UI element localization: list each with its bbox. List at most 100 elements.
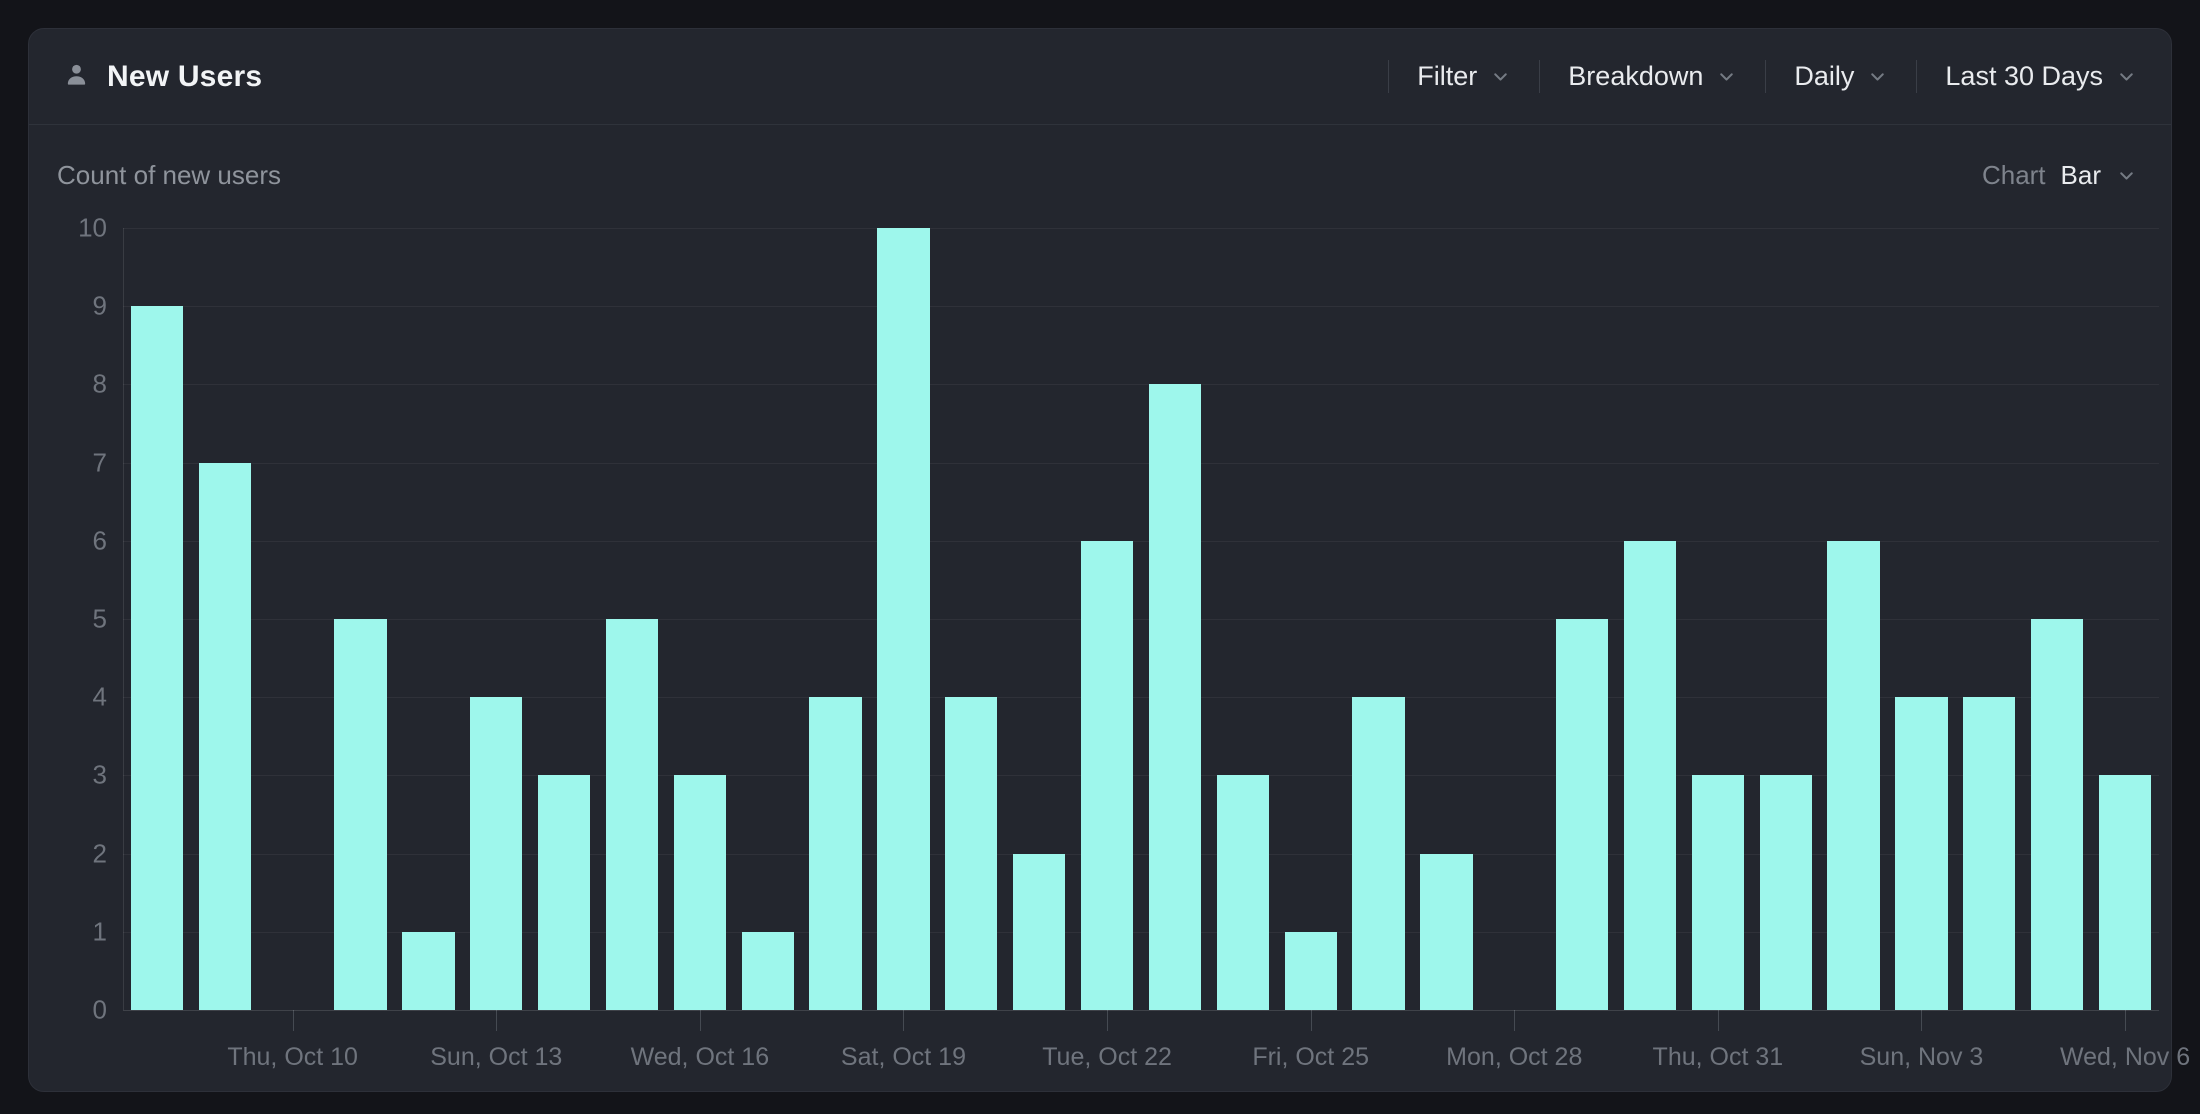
gridline-y-8 (123, 384, 2159, 386)
x-axis-tick (292, 1010, 294, 1031)
x-axis-label: Sat, Oct 19 (840, 1043, 966, 1071)
chart-bar[interactable] (1352, 697, 1405, 1010)
granularity-dropdown-label: Daily (1794, 61, 1855, 91)
gridline-y-6 (123, 540, 2159, 542)
x-axis-tick (1107, 1010, 1109, 1031)
y-axis-label-1: 1 (92, 916, 107, 947)
x-axis-tick (1310, 1010, 1312, 1031)
x-axis-tick (2125, 1010, 2127, 1031)
x-axis-tick (1921, 1010, 1923, 1031)
chart-bar[interactable] (2031, 619, 2084, 1010)
gridline-y-3 (123, 775, 2159, 777)
person-icon (63, 61, 90, 93)
date-range-dropdown[interactable]: Last 30 Days (1917, 61, 2137, 92)
filter-dropdown-label: Filter (1417, 61, 1478, 91)
gridline-y-10 (123, 228, 2159, 229)
chart-bar[interactable] (673, 775, 726, 1010)
bar-chart-plot: 0 1 2 3 4 5 6 7 8 9 10 Thu, Oct 10 Sun, Oct 13 Wed, O… (78, 213, 2190, 1072)
chart-bar[interactable] (334, 619, 387, 1010)
gridline-y-2 (123, 853, 2159, 855)
x-axis-tick (903, 1010, 905, 1031)
x-axis-label: Fri, Oct 25 (1252, 1043, 1369, 1071)
filter-dropdown[interactable]: Filter (1389, 61, 1539, 92)
y-axis-label-3: 3 (92, 759, 107, 790)
chart-bar[interactable] (1420, 853, 1473, 1010)
card-header-left: New Users (63, 60, 262, 94)
chart-bar[interactable] (1216, 775, 1269, 1010)
chart-bar[interactable] (877, 228, 930, 1010)
x-axis-tick (699, 1010, 701, 1031)
chart-bar[interactable] (1623, 540, 1677, 1010)
x-axis-label: Sun, Nov 3 (1859, 1043, 1984, 1071)
gridline-y-7 (123, 462, 2159, 464)
gridline-y-0 (123, 1010, 2159, 1011)
toolbar: Filter Breakdown Daily Las (1388, 60, 2137, 93)
breakdown-dropdown-label: Breakdown (1568, 61, 1704, 91)
y-axis-label-10: 10 (78, 212, 107, 243)
chevron-down-icon (1867, 66, 1888, 87)
chart-bar[interactable] (1013, 853, 1066, 1010)
breakdown-dropdown[interactable]: Breakdown (1540, 61, 1765, 92)
gridline-y-5 (123, 619, 2159, 620)
gridline-y-9 (123, 306, 2159, 308)
x-axis-label: Wed, Nov 6 (2059, 1043, 2191, 1071)
chart-bar[interactable] (1080, 540, 1134, 1010)
chart-type-select[interactable]: Chart Bar (1982, 160, 2137, 191)
x-axis-tick (496, 1010, 498, 1031)
chart-bar[interactable] (1963, 697, 2016, 1010)
chart-type-label: Chart (1981, 159, 2046, 190)
granularity-dropdown[interactable]: Daily (1766, 61, 1916, 92)
chart-bar[interactable] (470, 697, 523, 1010)
y-axis-label-9: 9 (92, 290, 107, 321)
chart-bar[interactable] (809, 697, 862, 1010)
y-axis-label-6: 6 (92, 525, 107, 556)
y-axis-label-4: 4 (92, 681, 107, 712)
date-range-dropdown-label: Last 30 Days (1945, 61, 2103, 91)
x-axis-label: Tue, Oct 22 (1042, 1043, 1172, 1071)
chart-bar[interactable] (1827, 540, 1880, 1010)
chart-type-value: Bar (2060, 159, 2101, 190)
x-axis-label: Thu, Oct 31 (1652, 1043, 1784, 1071)
metric-label: Count of new users (57, 159, 282, 190)
y-axis-label-2: 2 (92, 838, 107, 869)
chart-bar[interactable] (1556, 619, 1609, 1010)
chart-bar[interactable] (741, 931, 794, 1010)
toolbar-divider (1539, 60, 1541, 93)
chart-bar[interactable] (605, 619, 659, 1010)
toolbar-divider (1388, 60, 1390, 93)
gridline-y-4 (123, 697, 2159, 699)
card-header: New Users Filter Breakdown Daily (29, 29, 2171, 125)
chevron-down-icon (2116, 165, 2137, 186)
new-users-card: New Users Filter Breakdown Daily (28, 28, 2190, 1092)
chart-bar[interactable] (2098, 775, 2152, 1010)
chart-bar[interactable] (130, 306, 184, 1010)
chart-bar[interactable] (538, 775, 591, 1010)
chart-bar[interactable] (402, 931, 455, 1010)
chart-bar[interactable] (1691, 775, 1744, 1010)
chevron-down-icon (1716, 66, 1737, 87)
chart-bar[interactable] (945, 697, 998, 1010)
x-axis-label: Sun, Oct 13 (430, 1043, 563, 1071)
y-axis-line (123, 228, 124, 1010)
chevron-down-icon (2116, 66, 2137, 87)
chart-bar[interactable] (1284, 931, 1337, 1010)
x-axis-label: Mon, Oct 28 (1446, 1043, 1583, 1071)
chart-bar[interactable] (1759, 775, 1812, 1010)
y-axis-label-5: 5 (92, 603, 107, 634)
chart-meta-row: Count of new users Chart Bar (29, 143, 2171, 207)
toolbar-divider (1916, 60, 1918, 93)
x-axis-tick (1514, 1010, 1516, 1031)
x-axis-tick (1717, 1010, 1719, 1031)
card-title: New Users (107, 59, 263, 93)
y-axis-label-0: 0 (92, 994, 107, 1025)
gridline-y-1 (123, 931, 2159, 933)
chart-bar[interactable] (1148, 384, 1202, 1010)
x-axis-label: Wed, Oct 16 (630, 1043, 770, 1071)
chart-bar[interactable] (198, 462, 251, 1010)
y-axis-label-7: 7 (92, 447, 107, 478)
y-axis-label-8: 8 (92, 368, 107, 399)
toolbar-divider (1765, 60, 1767, 93)
chevron-down-icon (1490, 66, 1511, 87)
chart-bar[interactable] (1895, 697, 1948, 1010)
